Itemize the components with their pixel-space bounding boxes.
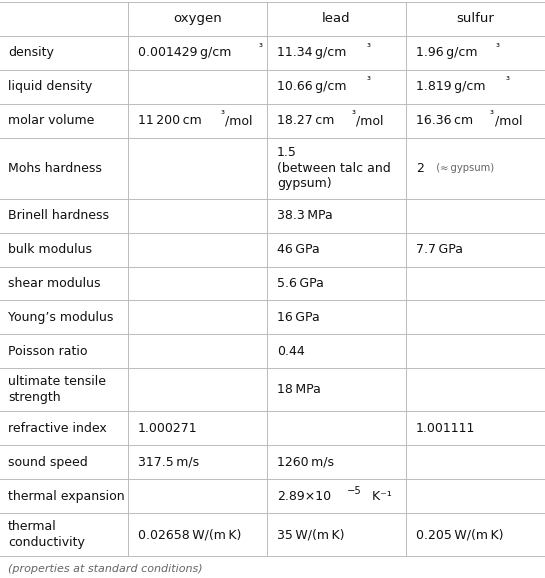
Text: 0.205 W/(m K): 0.205 W/(m K) [416,528,504,541]
Text: Mohs hardness: Mohs hardness [8,162,102,175]
Text: sulfur: sulfur [457,13,494,25]
Text: 38.3 MPa: 38.3 MPa [277,209,333,222]
Text: 1.000271: 1.000271 [138,422,198,435]
Text: /mol: /mol [356,114,384,127]
Text: K⁻¹: K⁻¹ [368,490,392,503]
Text: 2: 2 [416,162,424,175]
Text: bulk modulus: bulk modulus [8,243,92,256]
Text: 18.27 cm: 18.27 cm [277,114,335,127]
Text: ³: ³ [367,76,371,87]
Text: 1260 m/s: 1260 m/s [277,455,334,469]
Text: 7.7 GPa: 7.7 GPa [416,243,463,256]
Text: density: density [8,46,54,60]
Text: (properties at standard conditions): (properties at standard conditions) [8,564,203,574]
Text: ³: ³ [490,110,494,120]
Text: Young’s modulus: Young’s modulus [8,311,113,324]
Text: 35 W/(m K): 35 W/(m K) [277,528,344,541]
Text: 0.44: 0.44 [277,345,305,358]
Text: 16.36 cm: 16.36 cm [416,114,473,127]
Text: ultimate tensile
strength: ultimate tensile strength [8,375,106,404]
Text: oxygen: oxygen [173,13,222,25]
Text: 11.34 g/cm: 11.34 g/cm [277,46,347,60]
Text: 46 GPa: 46 GPa [277,243,320,256]
Text: /mol: /mol [495,114,523,127]
Text: shear modulus: shear modulus [8,277,100,290]
Text: ³: ³ [495,43,499,53]
Text: −5: −5 [347,486,362,496]
Text: (≈ gypsum): (≈ gypsum) [430,163,494,173]
Text: 11 200 cm: 11 200 cm [138,114,202,127]
Text: refractive index: refractive index [8,422,107,435]
Text: Brinell hardness: Brinell hardness [8,209,109,222]
Text: 16 GPa: 16 GPa [277,311,320,324]
Text: sound speed: sound speed [8,455,88,469]
Text: 5.6 GPa: 5.6 GPa [277,277,324,290]
Text: ³: ³ [367,43,371,53]
Text: Poisson ratio: Poisson ratio [8,345,88,358]
Text: 0.001429 g/cm: 0.001429 g/cm [138,46,232,60]
Text: liquid density: liquid density [8,80,92,93]
Text: /mol: /mol [226,114,253,127]
Text: 1.819 g/cm: 1.819 g/cm [416,80,486,93]
Text: thermal
conductivity: thermal conductivity [8,520,85,549]
Text: 317.5 m/s: 317.5 m/s [138,455,199,469]
Text: ³: ³ [220,110,225,120]
Text: 0.02658 W/(m K): 0.02658 W/(m K) [138,528,241,541]
Text: lead: lead [322,13,351,25]
Text: ³: ³ [506,76,510,87]
Text: ³: ³ [258,43,263,53]
Text: molar volume: molar volume [8,114,94,127]
Text: thermal expansion: thermal expansion [8,490,125,503]
Text: 1.001111: 1.001111 [416,422,475,435]
Text: 1.96 g/cm: 1.96 g/cm [416,46,477,60]
Text: 10.66 g/cm: 10.66 g/cm [277,80,347,93]
Text: ³: ³ [351,110,355,120]
Text: 2.89×10: 2.89×10 [277,490,331,503]
Text: 18 MPa: 18 MPa [277,383,321,397]
Text: 1.5
(between talc and
gypsum): 1.5 (between talc and gypsum) [277,146,391,190]
